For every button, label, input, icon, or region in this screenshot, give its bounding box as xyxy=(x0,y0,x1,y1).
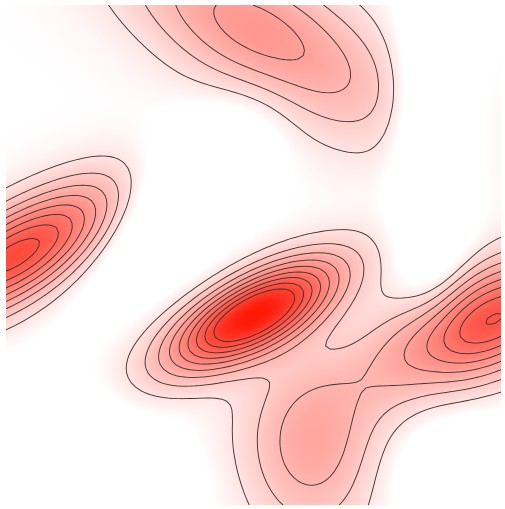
heatmap-field xyxy=(6,5,501,505)
contour-level-6 xyxy=(6,213,501,359)
contour-level-2 xyxy=(6,5,501,505)
contour-level-9 xyxy=(213,288,295,342)
contour-lines xyxy=(6,5,501,505)
heatmap-plot-area xyxy=(6,5,501,505)
contour-level-4 xyxy=(6,5,501,373)
contour-level-7 xyxy=(6,224,501,354)
contour-level-8 xyxy=(6,237,501,348)
contour-level-3 xyxy=(6,5,501,486)
contour-level-5 xyxy=(6,204,501,365)
contour-level-1 xyxy=(6,5,501,505)
